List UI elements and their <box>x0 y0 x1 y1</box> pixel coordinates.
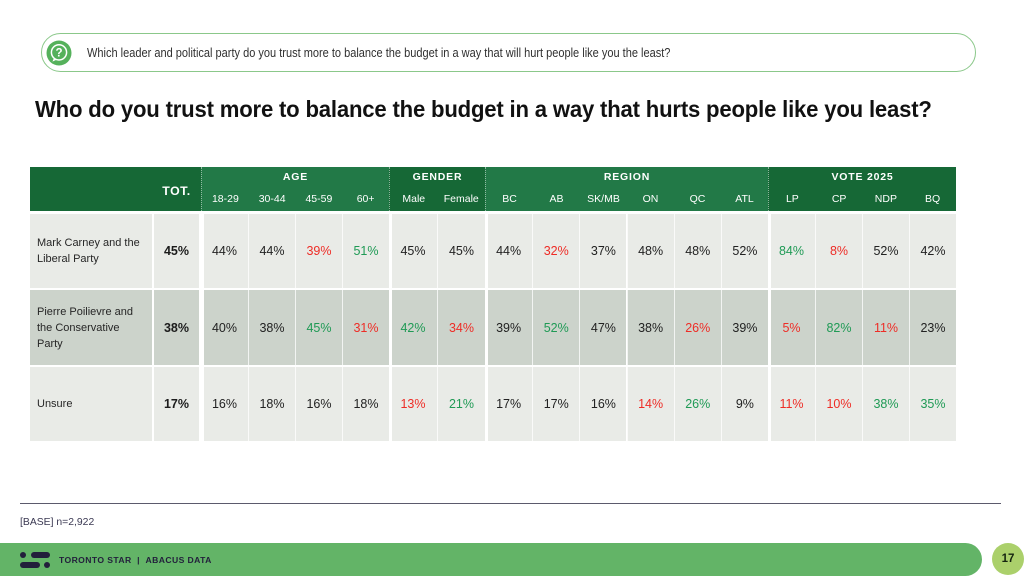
svg-text:?: ? <box>55 47 62 59</box>
